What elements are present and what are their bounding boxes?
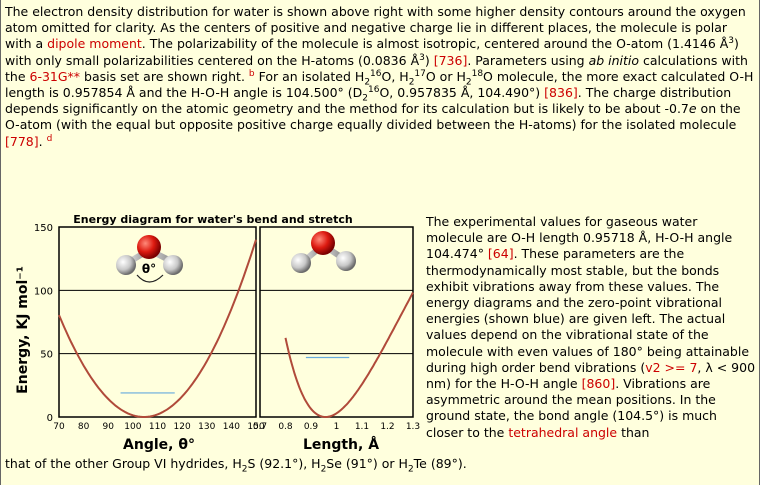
- ref-778-link[interactable]: [778]: [5, 133, 39, 149]
- x-tick-label: 150: [247, 422, 264, 432]
- text: on the O-atom (with the equal but opposi…: [5, 101, 741, 133]
- paragraph-experimental-values: The experimental values for gaseous wate…: [426, 214, 758, 441]
- subscript: 2: [320, 464, 327, 475]
- y-tick-label: 150: [34, 223, 53, 234]
- text: than: [617, 424, 650, 440]
- subscript: 2: [465, 77, 472, 88]
- angle-axis-label: Angle, θ°: [123, 437, 195, 453]
- text: . Vibrations are asymmetric around the m…: [426, 376, 717, 440]
- text: The electron density distribution for wa…: [5, 4, 746, 52]
- x-tick-label: 140: [223, 422, 240, 432]
- superscript: 18: [471, 68, 484, 79]
- length-panel-frame: [259, 226, 414, 418]
- superscript: 16: [368, 84, 380, 95]
- text: . The polarizability of the molecule is …: [141, 36, 729, 52]
- superscript: 17: [414, 68, 426, 79]
- x-tick-label: 0.7: [253, 422, 267, 432]
- text: For an isolated H: [254, 68, 365, 84]
- tetrahedral-angle-link[interactable]: tetrahedral angle: [508, 424, 618, 440]
- length-axis-label: Length, Å: [303, 436, 379, 453]
- paragraph-electron-density: The electron density distribution for wa…: [5, 4, 757, 150]
- y-tick-label: 100: [34, 286, 53, 297]
- text: . Parameters using: [467, 52, 589, 68]
- text: O, H: [381, 68, 409, 84]
- text: basis set are shown right.: [80, 68, 249, 84]
- superscript: 3: [728, 36, 735, 47]
- y-tick-label: 50: [40, 350, 53, 361]
- footnote-d-link[interactable]: d: [46, 133, 53, 144]
- energy-diagram: Energy diagram for water's bend and stre…: [15, 213, 420, 453]
- x-tick-label: 0.9: [304, 422, 319, 432]
- basis-set-link[interactable]: 6-31G**: [29, 68, 81, 84]
- chart-title: Energy diagram for water's bend and stre…: [73, 213, 352, 226]
- x-tick-label: 110: [149, 422, 166, 432]
- text: that of the other Group VI hydrides, H: [5, 456, 242, 471]
- bent-water-molecule-icon: θ°: [116, 235, 183, 283]
- dipole-moment-link[interactable]: dipole moment: [47, 36, 142, 52]
- x-tick-label: 0.8: [278, 422, 293, 432]
- angle-panel-frame: [58, 226, 257, 418]
- italic-text: e: [688, 101, 697, 117]
- x-tick-label: 130: [198, 422, 215, 432]
- x-tick-label: 80: [78, 422, 90, 432]
- y-tick-label: 0: [47, 413, 53, 424]
- subscript: 2: [408, 77, 415, 88]
- y-axis-label: Energy, KJ mol⁻¹: [15, 266, 31, 394]
- stretch-energy-curve: [284, 292, 414, 418]
- text: O molecule, the more exact calculated O-…: [5, 68, 754, 101]
- paragraph-group-vi-hydrides: that of the other Group VI hydrides, H2S…: [5, 456, 757, 475]
- x-tick-label: 70: [53, 422, 65, 432]
- subscript: 2: [362, 93, 368, 104]
- text: . These parameters are the thermodynamic…: [426, 246, 750, 375]
- subscript: 2: [364, 77, 371, 88]
- text: O, 0.957835 Å, 104.490°): [379, 85, 545, 101]
- italic-text: ab initio: [588, 52, 640, 68]
- x-tick-label: 90: [103, 422, 115, 432]
- text: The experimental values for gaseous wate…: [426, 214, 733, 262]
- superscript: 3: [419, 52, 425, 63]
- text: ): [424, 52, 434, 68]
- text: calculations with the: [5, 52, 748, 84]
- x-tick-label: 100: [124, 422, 141, 432]
- text: ) with only small polarizabilities cente…: [5, 36, 739, 68]
- ref-860-link[interactable]: [860]: [581, 376, 616, 392]
- footnote-b-link[interactable]: b: [248, 68, 255, 79]
- text: Se (91°) or H: [326, 456, 408, 471]
- x-tick-label: 1.3: [406, 422, 420, 432]
- text: S (92.1°), H: [247, 456, 321, 471]
- superscript: 16: [370, 68, 382, 79]
- stretched-water-molecule-icon: [291, 231, 356, 273]
- ref-736-link[interactable]: [736]: [433, 52, 468, 68]
- text: Te (89°).: [413, 456, 467, 471]
- ref-64-link[interactable]: [64]: [487, 246, 514, 262]
- x-tick-label: 120: [174, 422, 191, 432]
- x-tick-label: 1: [334, 422, 340, 432]
- x-tick-label: 1.2: [380, 422, 394, 432]
- x-tick-label: 1.1: [355, 422, 369, 432]
- text: O or H: [425, 68, 466, 84]
- text: , λ < 900 nm) for the H-O-H angle: [426, 359, 756, 392]
- text: .: [38, 133, 47, 149]
- bend-energy-curve: [58, 239, 257, 418]
- v2-link[interactable]: v2 >= 7: [645, 359, 698, 375]
- ref-836-link[interactable]: [836]: [544, 85, 578, 101]
- subscript: 2: [241, 464, 248, 475]
- angle-symbol-label: θ°: [142, 262, 156, 276]
- subscript: 2: [407, 464, 414, 475]
- text: . The charge distribution depends signif…: [5, 85, 732, 117]
